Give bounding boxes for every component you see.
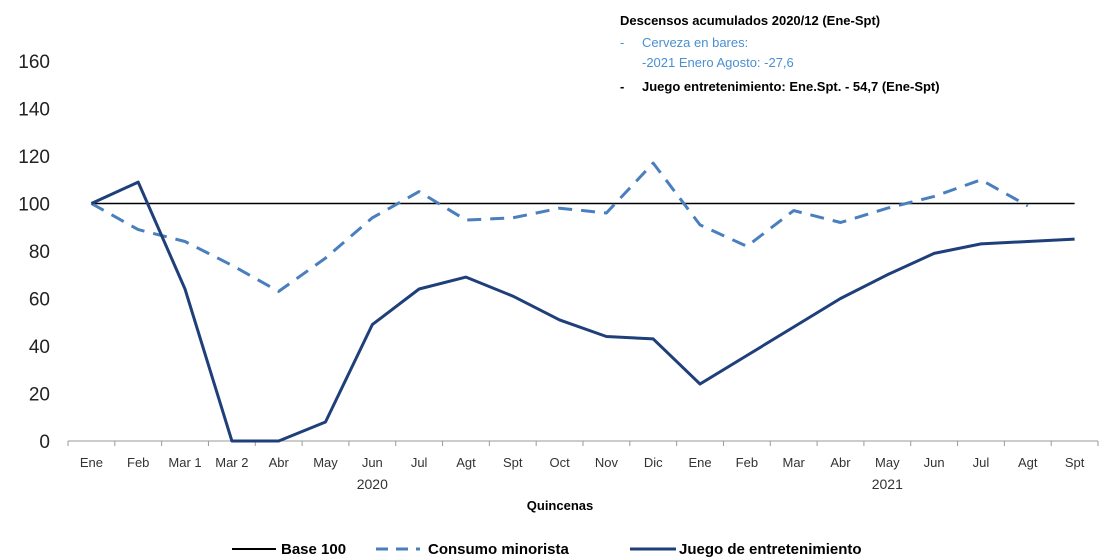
- y-tick-label: 160: [18, 52, 50, 73]
- annotation-title: Descensos acumulados 2020/12 (Ene-Spt): [620, 13, 880, 28]
- y-tick-label: 60: [29, 290, 50, 311]
- x-tick-label: Jun: [924, 455, 945, 470]
- x-tick-label: Mar: [782, 455, 805, 470]
- annotation-box: Descensos acumulados 2020/12 (Ene-Spt) -…: [620, 13, 940, 94]
- x-tick-label: Jul: [411, 455, 428, 470]
- x-tick-label: Nov: [595, 455, 619, 470]
- x-tick-label: Jun: [362, 455, 383, 470]
- y-axis-ticks: 0 20 40 60 80 100 120 140 160: [18, 52, 50, 453]
- legend-item-juego-entretenimiento: Juego de entretenimiento: [630, 541, 862, 558]
- legend-label-consumo-minorista: Consumo minorista: [428, 541, 570, 558]
- x-tick-label: Ene: [688, 455, 711, 470]
- x-tick-label: Spt: [1065, 455, 1085, 470]
- annotation-beer-value: -2021 Enero Agosto: -27,6: [642, 55, 794, 70]
- x-tick-label: Abr: [269, 455, 290, 470]
- x-tick-label: Mar 2: [215, 455, 248, 470]
- legend-item-consumo-minorista: Consumo minorista: [376, 541, 570, 558]
- x-tick-label: Abr: [830, 455, 851, 470]
- x-tick-label: Oct: [549, 455, 570, 470]
- series-layer: [90, 161, 1075, 443]
- x-tick-label: May: [875, 455, 900, 470]
- x-axis-tickmarks: [67, 441, 1099, 446]
- y-tick-label: 0: [39, 432, 50, 453]
- series-line-juego-de-entretenimiento: [90, 180, 1075, 443]
- x-tick-label: Mar 1: [168, 455, 201, 470]
- y-tick-label: 120: [18, 147, 50, 168]
- legend: Base 100 Consumo minorista Juego de entr…: [232, 541, 862, 558]
- x-axis-tick-labels: Ene Feb Mar 1 Mar 2 Abr May Jun Jul Agt Spt Oct Nov…: [80, 455, 1085, 470]
- x-tick-label: Feb: [127, 455, 149, 470]
- y-tick-label: 20: [29, 385, 50, 406]
- y-tick-label: 80: [29, 242, 50, 263]
- x-tick-label: Ene: [80, 455, 103, 470]
- annotation-dash-2: -: [620, 79, 624, 94]
- legend-label-juego-entretenimiento: Juego de entretenimiento: [679, 541, 862, 558]
- x-tick-label: May: [313, 455, 338, 470]
- x-tick-label: Agt: [1018, 455, 1038, 470]
- y-tick-label: 100: [18, 195, 50, 216]
- x-tick-label: Jul: [973, 455, 990, 470]
- series-line-consumo-minorista: [90, 161, 1029, 293]
- x-tick-label: Dic: [644, 455, 663, 470]
- legend-label-base-100: Base 100: [281, 541, 346, 558]
- year-label-2021: 2021: [872, 476, 903, 492]
- annotation-dash-1: -: [620, 35, 624, 50]
- y-tick-label: 140: [18, 100, 50, 121]
- annotation-beer-label: Cerveza en bares:: [642, 35, 748, 50]
- x-tick-label: Spt: [503, 455, 523, 470]
- year-label-2020: 2020: [357, 476, 388, 492]
- annotation-gaming-value: Juego entretenimiento: Ene.Spt. - 54,7 (…: [642, 79, 940, 94]
- x-tick-label: Agt: [456, 455, 476, 470]
- legend-item-base-100: Base 100: [232, 541, 346, 558]
- y-tick-label: 40: [29, 337, 50, 358]
- x-tick-label: Feb: [736, 455, 758, 470]
- x-axis-title: Quincenas: [527, 498, 593, 513]
